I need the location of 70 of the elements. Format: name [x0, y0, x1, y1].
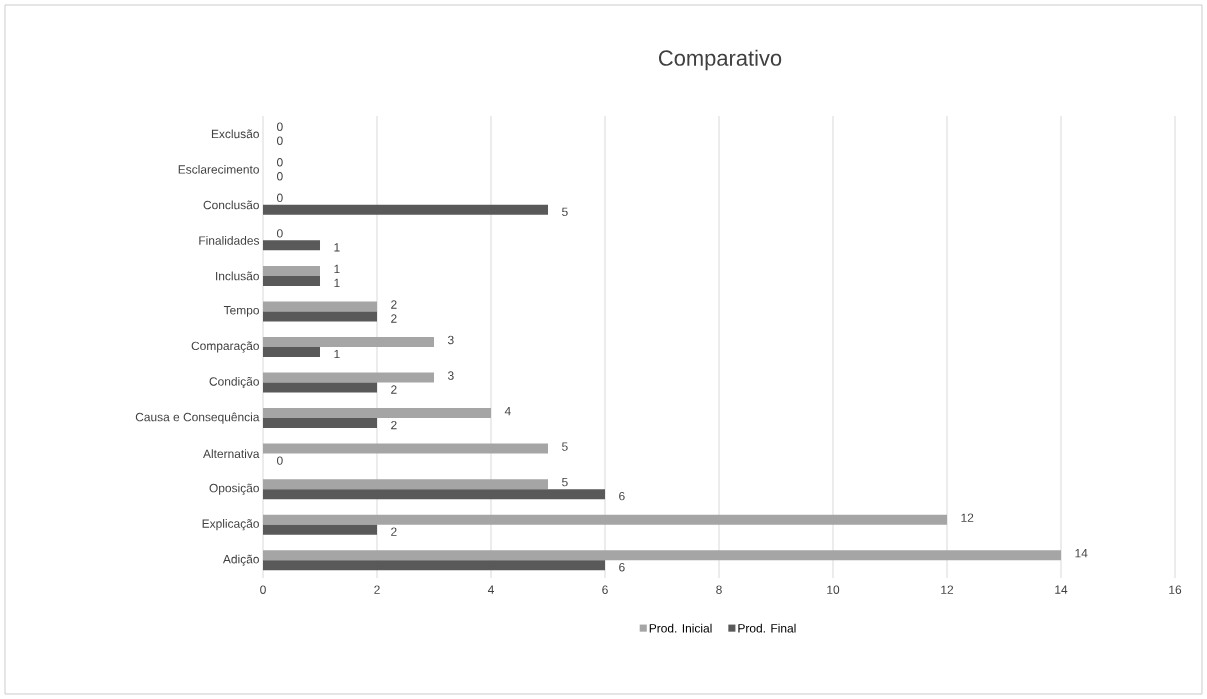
- bar: [263, 275, 321, 286]
- data-label: 0: [277, 122, 283, 131]
- bar: [263, 240, 321, 251]
- bar: [263, 514, 948, 525]
- bar: [263, 479, 549, 490]
- bar: [263, 550, 1062, 561]
- legend-label: Prod. Inicial: [649, 623, 712, 633]
- data-label: 0: [277, 229, 283, 238]
- data-label: 5: [562, 442, 568, 451]
- data-label: 0: [277, 456, 283, 465]
- x-tick-label: 0: [260, 585, 266, 594]
- data-label: 14: [1075, 549, 1088, 558]
- x-tick-label: 4: [487, 585, 494, 594]
- data-label: 0: [277, 193, 283, 203]
- data-label: 3: [447, 371, 454, 380]
- y-tick-label: Adição: [222, 554, 259, 566]
- data-label: 0: [277, 172, 283, 181]
- y-tick-label: Esclarecimento: [178, 164, 259, 174]
- data-label: 2: [391, 527, 397, 536]
- bar: [263, 443, 549, 454]
- bar: [263, 382, 378, 393]
- data-label: 6: [619, 562, 625, 572]
- y-tick-label: Exclusão: [211, 129, 259, 139]
- y-tick-label: Explicação: [202, 519, 259, 531]
- bar: [263, 489, 606, 500]
- x-tick-label: 12: [941, 585, 954, 594]
- bar: [263, 204, 549, 215]
- y-tick-label: Comparação: [191, 341, 259, 353]
- bar: [263, 372, 435, 383]
- bar: [263, 311, 378, 322]
- data-label: 4: [504, 406, 511, 416]
- data-label: 5: [562, 207, 568, 216]
- data-label: 0: [277, 136, 283, 145]
- bar: [263, 336, 435, 347]
- bar: [263, 418, 378, 429]
- x-tick-label: 8: [716, 585, 722, 594]
- data-label: 2: [391, 314, 397, 323]
- data-label: 1: [334, 264, 340, 274]
- bar: [263, 346, 321, 357]
- legend-label: Prod. Final: [738, 623, 796, 633]
- y-tick-label: Condição: [209, 376, 259, 389]
- data-label: 5: [562, 477, 568, 487]
- data-label: 1: [334, 349, 340, 359]
- chart-title: Comparativo: [658, 49, 782, 71]
- y-tick-label: Finalidades: [199, 235, 260, 245]
- data-label: 6: [619, 491, 625, 501]
- x-tick-label: 2: [374, 585, 380, 594]
- data-label: 0: [277, 158, 283, 167]
- x-tick-label: 16: [1169, 585, 1182, 594]
- y-tick-label: Conclusão: [203, 200, 259, 210]
- data-label: 2: [391, 385, 397, 394]
- y-tick-label: Tempo: [223, 306, 259, 317]
- y-tick-label: Inclusão: [216, 271, 259, 281]
- data-label: 2: [391, 300, 397, 309]
- data-label: 1: [334, 278, 340, 288]
- bar: [263, 408, 492, 419]
- y-tick-label: Alternativa: [203, 449, 260, 458]
- bar: [263, 301, 378, 312]
- y-tick-label: Causa e Consequência: [135, 412, 260, 424]
- y-tick-label: Oposição: [209, 483, 259, 495]
- data-label: 12: [961, 513, 974, 522]
- bar: [263, 524, 378, 535]
- data-label: 2: [391, 420, 397, 430]
- x-tick-label: 10: [827, 585, 840, 594]
- bar: [263, 265, 321, 276]
- bar: [263, 560, 606, 571]
- x-tick-label: 14: [1055, 585, 1068, 594]
- data-label: 1: [334, 243, 340, 252]
- x-tick-label: 6: [602, 585, 608, 594]
- data-label: 3: [447, 335, 454, 345]
